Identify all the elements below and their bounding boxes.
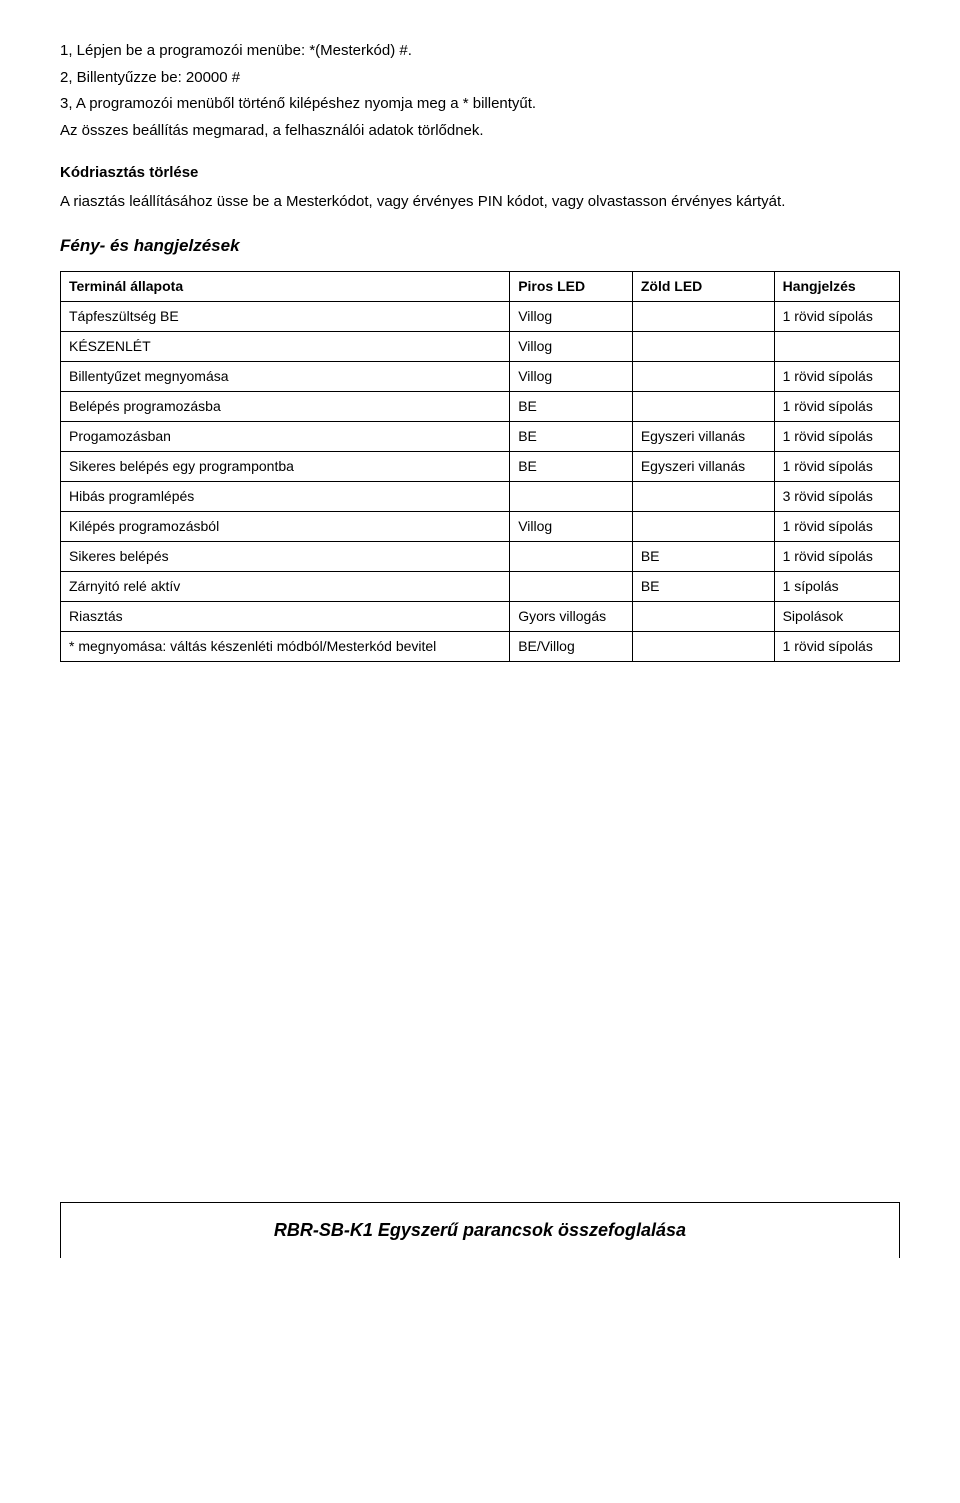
- col-header-state: Terminál állapota: [61, 271, 510, 301]
- intro-line-4: Az összes beállítás megmarad, a felhaszn…: [60, 120, 900, 143]
- cell-green: Egyszeri villanás: [632, 451, 774, 481]
- cell-state: Tápfeszültség BE: [61, 301, 510, 331]
- cell-green: [632, 391, 774, 421]
- cell-green: BE: [632, 541, 774, 571]
- footer-title-box: RBR-SB-K1 Egyszerű parancsok összefoglal…: [60, 1202, 900, 1258]
- cell-sound: 1 rövid sípolás: [774, 631, 899, 661]
- cell-red: BE: [510, 451, 633, 481]
- cell-green: [632, 511, 774, 541]
- col-header-red: Piros LED: [510, 271, 633, 301]
- cell-sound: 1 rövid sípolás: [774, 361, 899, 391]
- cell-sound: 1 rövid sípolás: [774, 511, 899, 541]
- col-header-green: Zöld LED: [632, 271, 774, 301]
- table-row: Riasztás Gyors villogás Sipolások: [61, 601, 900, 631]
- table-row: Sikeres belépés egy programpontba BE Egy…: [61, 451, 900, 481]
- cell-red: Villog: [510, 511, 633, 541]
- cell-green: BE: [632, 571, 774, 601]
- feny-title: Fény- és hangjelzések: [60, 233, 900, 259]
- table-row: Belépés programozásba BE 1 rövid sípolás: [61, 391, 900, 421]
- col-header-sound: Hangjelzés: [774, 271, 899, 301]
- table-row: Hibás programlépés 3 rövid sípolás: [61, 481, 900, 511]
- signals-table: Terminál állapota Piros LED Zöld LED Han…: [60, 271, 900, 662]
- cell-sound: 1 rövid sípolás: [774, 391, 899, 421]
- cell-state: Belépés programozásba: [61, 391, 510, 421]
- cell-red: BE: [510, 391, 633, 421]
- intro-line-2: 2, Billentyűzze be: 20000 #: [60, 67, 900, 90]
- cell-state: Riasztás: [61, 601, 510, 631]
- cell-red: BE: [510, 421, 633, 451]
- table-header-row: Terminál állapota Piros LED Zöld LED Han…: [61, 271, 900, 301]
- cell-sound: 1 rövid sípolás: [774, 301, 899, 331]
- cell-green: Egyszeri villanás: [632, 421, 774, 451]
- table-row: * megnyomása: váltás készenléti módból/M…: [61, 631, 900, 661]
- table-row: Billentyűzet megnyomása Villog 1 rövid s…: [61, 361, 900, 391]
- cell-sound: 1 rövid sípolás: [774, 451, 899, 481]
- table-row: Zárnyitó relé aktív BE 1 sípolás: [61, 571, 900, 601]
- cell-state: Zárnyitó relé aktív: [61, 571, 510, 601]
- table-row: Tápfeszültség BE Villog 1 rövid sípolás: [61, 301, 900, 331]
- cell-state: Sikeres belépés: [61, 541, 510, 571]
- cell-state: Billentyűzet megnyomása: [61, 361, 510, 391]
- cell-green: [632, 631, 774, 661]
- cell-state: Sikeres belépés egy programpontba: [61, 451, 510, 481]
- table-row: Progamozásban BE Egyszeri villanás 1 röv…: [61, 421, 900, 451]
- kodriasztas-block: Kódriasztás törlése A riasztás leállítás…: [60, 162, 900, 213]
- table-row: Kilépés programozásból Villog 1 rövid sí…: [61, 511, 900, 541]
- cell-state: KÉSZENLÉT: [61, 331, 510, 361]
- intro-block: 1, Lépjen be a programozói menübe: *(Mes…: [60, 40, 900, 142]
- cell-sound: Sipolások: [774, 601, 899, 631]
- cell-sound: [774, 331, 899, 361]
- cell-sound: 1 rövid sípolás: [774, 421, 899, 451]
- intro-line-1: 1, Lépjen be a programozói menübe: *(Mes…: [60, 40, 900, 63]
- cell-green: [632, 601, 774, 631]
- table-row: Sikeres belépés BE 1 rövid sípolás: [61, 541, 900, 571]
- cell-green: [632, 481, 774, 511]
- cell-green: [632, 301, 774, 331]
- intro-line-3: 3, A programozói menüből történő kilépés…: [60, 93, 900, 116]
- cell-red: [510, 481, 633, 511]
- cell-state: Progamozásban: [61, 421, 510, 451]
- cell-state: Kilépés programozásból: [61, 511, 510, 541]
- cell-red: Gyors villogás: [510, 601, 633, 631]
- cell-sound: 1 rövid sípolás: [774, 541, 899, 571]
- cell-state: Hibás programlépés: [61, 481, 510, 511]
- table-row: KÉSZENLÉT Villog: [61, 331, 900, 361]
- kodriasztas-title: Kódriasztás törlése: [60, 162, 900, 185]
- cell-red: BE/Villog: [510, 631, 633, 661]
- cell-red: Villog: [510, 301, 633, 331]
- cell-green: [632, 361, 774, 391]
- cell-red: [510, 541, 633, 571]
- cell-red: Villog: [510, 331, 633, 361]
- cell-green: [632, 331, 774, 361]
- cell-sound: 3 rövid sípolás: [774, 481, 899, 511]
- kodriasztas-body: A riasztás leállításához üsse be a Meste…: [60, 191, 900, 214]
- cell-sound: 1 sípolás: [774, 571, 899, 601]
- cell-red: [510, 571, 633, 601]
- cell-red: Villog: [510, 361, 633, 391]
- cell-state: * megnyomása: váltás készenléti módból/M…: [61, 631, 510, 661]
- footer-title: RBR-SB-K1 Egyszerű parancsok összefoglal…: [274, 1220, 686, 1240]
